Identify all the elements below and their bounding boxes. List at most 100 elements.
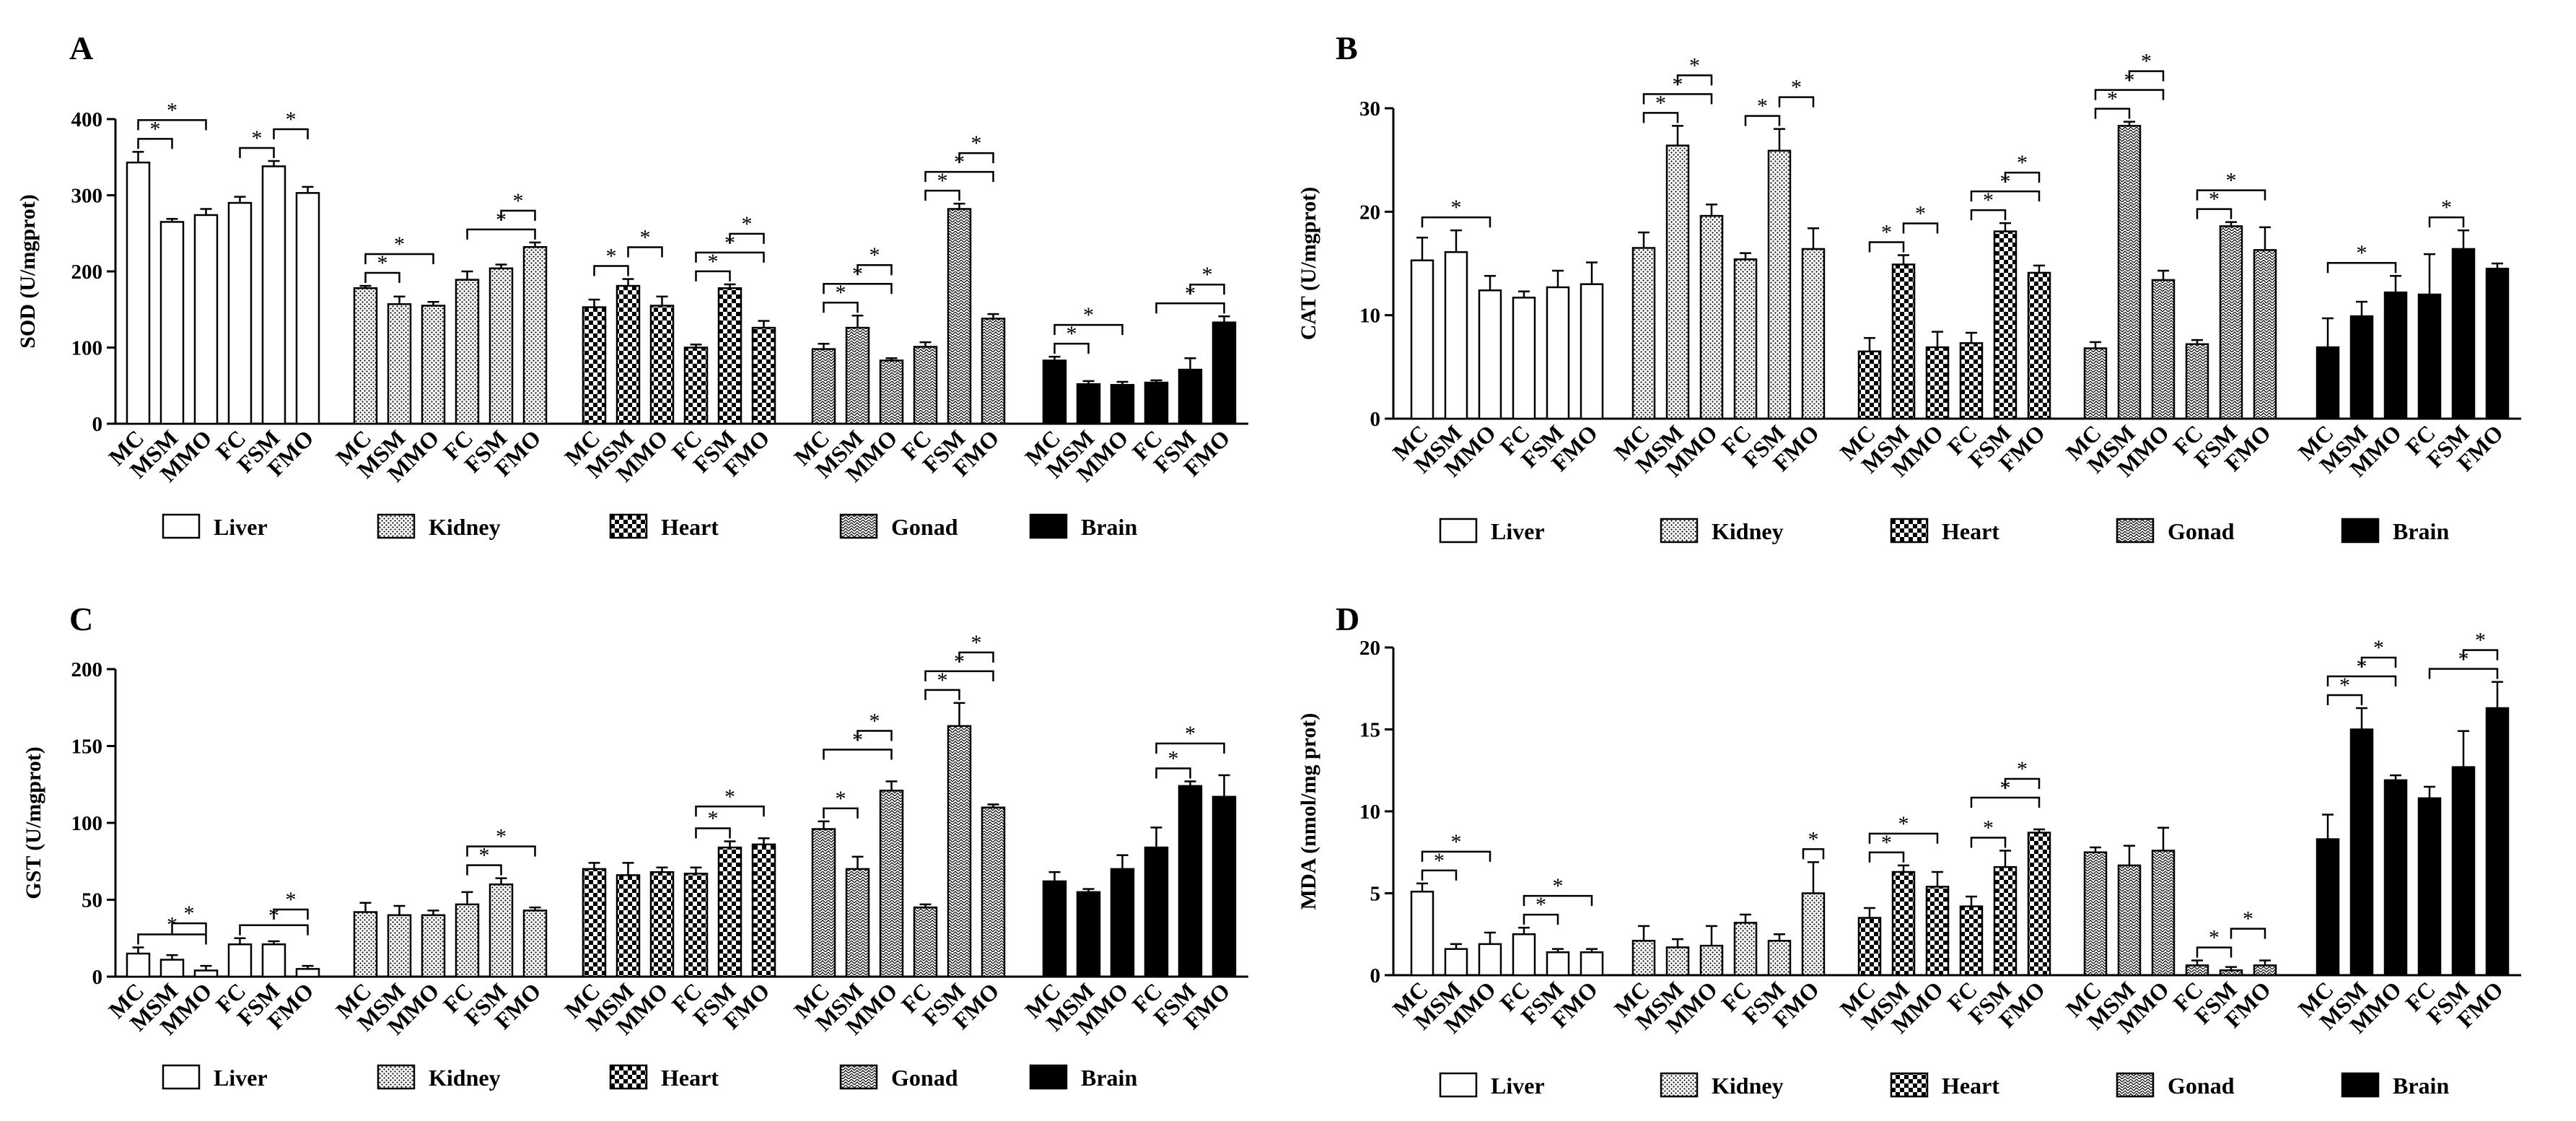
bar-kidney-fc bbox=[455, 903, 480, 978]
legend-label: Heart bbox=[1942, 518, 1999, 544]
bar-kidney-fmo bbox=[1801, 892, 1826, 977]
bar-heart-mmo bbox=[1925, 886, 1950, 977]
significance-star: * bbox=[971, 631, 982, 655]
legend-swatch bbox=[377, 1064, 416, 1090]
bar-kidney-fmo bbox=[1801, 248, 1826, 420]
bar-brain-msm bbox=[1076, 383, 1101, 425]
bar-gonad-msm bbox=[845, 326, 870, 425]
significance-star: * bbox=[2017, 757, 2028, 781]
significance-bracket bbox=[1676, 74, 1713, 86]
significance-star: * bbox=[2141, 50, 2152, 74]
significance-bracket bbox=[1421, 850, 1491, 862]
bar-kidney-mmo bbox=[1699, 214, 1724, 420]
significance-star: * bbox=[1066, 322, 1077, 346]
bar-brain-msm bbox=[2349, 728, 2374, 977]
bar-gonad-msm bbox=[845, 868, 870, 978]
significance-star: * bbox=[937, 668, 948, 692]
legend-label: Liver bbox=[1491, 518, 1545, 544]
bar-kidney-mmo bbox=[421, 305, 446, 425]
significance-star: * bbox=[1451, 196, 1462, 219]
legend-swatch bbox=[1029, 513, 1068, 539]
significance-bracket bbox=[1421, 216, 1491, 228]
panel-letter: D bbox=[1336, 601, 1359, 637]
significance-star: * bbox=[1451, 830, 1462, 854]
legend-label: Brain bbox=[1081, 514, 1137, 540]
bar-kidney-fsm bbox=[489, 267, 514, 425]
significance-bracket bbox=[239, 147, 275, 159]
y-tick-label: 400 bbox=[71, 108, 103, 131]
y-tick-label: 10 bbox=[1359, 305, 1380, 328]
significance-star: * bbox=[708, 250, 719, 274]
significance-bracket bbox=[924, 670, 994, 681]
bar-liver-fc bbox=[227, 201, 253, 425]
significance-bracket bbox=[2326, 675, 2397, 686]
legend-label: Gonad bbox=[2168, 518, 2235, 544]
significance-star: * bbox=[2107, 87, 2118, 111]
legend-label: Gonad bbox=[891, 1065, 958, 1091]
legend-swatch bbox=[2341, 518, 2380, 544]
y-tick-label: 0 bbox=[92, 413, 103, 436]
legend-swatch bbox=[2116, 518, 2155, 544]
bar-gonad-fmo bbox=[2253, 964, 2277, 977]
significance-bracket bbox=[137, 119, 207, 131]
legend-label: Brain bbox=[2393, 518, 2449, 544]
y-tick-label: 20 bbox=[1359, 637, 1380, 660]
significance-star: * bbox=[1881, 221, 1892, 245]
bar-liver-fmo bbox=[1580, 283, 1604, 420]
bar-liver-mmo bbox=[1478, 289, 1502, 420]
bar-heart-mc bbox=[582, 306, 607, 425]
bar-heart-msm bbox=[1891, 263, 1916, 420]
significance-star: * bbox=[150, 117, 161, 141]
bar-heart-mmo bbox=[649, 305, 675, 425]
significance-star: * bbox=[869, 709, 880, 733]
significance-bracket bbox=[2004, 171, 2041, 183]
significance-bracket bbox=[466, 864, 502, 876]
bar-brain-msm bbox=[1076, 891, 1101, 978]
significance-bracket bbox=[2196, 946, 2233, 958]
bar-brain-fmo bbox=[1212, 795, 1237, 978]
significance-bracket bbox=[857, 730, 893, 741]
bar-kidney-fmo bbox=[522, 245, 548, 425]
significance-star: * bbox=[167, 98, 178, 122]
significance-bracket bbox=[958, 651, 994, 663]
significance-bracket bbox=[2360, 656, 2397, 668]
bar-kidney-fsm bbox=[489, 883, 514, 978]
significance-bracket bbox=[2196, 208, 2233, 219]
significance-bracket bbox=[1970, 796, 2041, 808]
bar-heart-fc bbox=[683, 346, 709, 425]
bar-kidney-fmo bbox=[522, 910, 548, 978]
bar-brain-fc bbox=[2417, 797, 2442, 977]
bar-kidney-fsm bbox=[1767, 940, 1792, 977]
significance-bracket bbox=[2230, 928, 2266, 939]
legend-swatch bbox=[377, 513, 416, 539]
significance-star: * bbox=[1168, 746, 1179, 770]
significance-star: * bbox=[971, 131, 982, 155]
bar-heart-fmo bbox=[751, 843, 776, 978]
significance-bracket bbox=[593, 265, 629, 276]
bar-kidney-fsm bbox=[1767, 149, 1792, 420]
significance-star: * bbox=[2357, 241, 2367, 265]
bar-gonad-fmo bbox=[981, 318, 1006, 425]
significance-bracket bbox=[695, 827, 731, 839]
significance-star: * bbox=[1689, 53, 1700, 77]
significance-star: * bbox=[2339, 673, 2350, 697]
bar-brain-msm bbox=[2349, 315, 2374, 420]
significance-bracket bbox=[958, 152, 994, 164]
significance-bracket bbox=[2326, 694, 2363, 705]
significance-bracket bbox=[1902, 222, 1939, 234]
significance-bracket bbox=[500, 209, 536, 221]
significance-bracket bbox=[364, 271, 400, 284]
significance-star: * bbox=[937, 169, 948, 193]
bar-gonad-mmo bbox=[879, 359, 904, 425]
bar-heart-mc bbox=[1857, 350, 1882, 420]
bar-liver-mc bbox=[1410, 890, 1434, 977]
bar-gonad-mc bbox=[2083, 347, 2108, 420]
significance-star: * bbox=[1881, 831, 1892, 855]
legend-swatch bbox=[1890, 1072, 1929, 1098]
panel-letter: B bbox=[1336, 30, 1358, 66]
significance-bracket bbox=[1642, 112, 1679, 123]
y-tick-label: 300 bbox=[71, 185, 103, 208]
bar-gonad-mmo bbox=[879, 790, 904, 978]
